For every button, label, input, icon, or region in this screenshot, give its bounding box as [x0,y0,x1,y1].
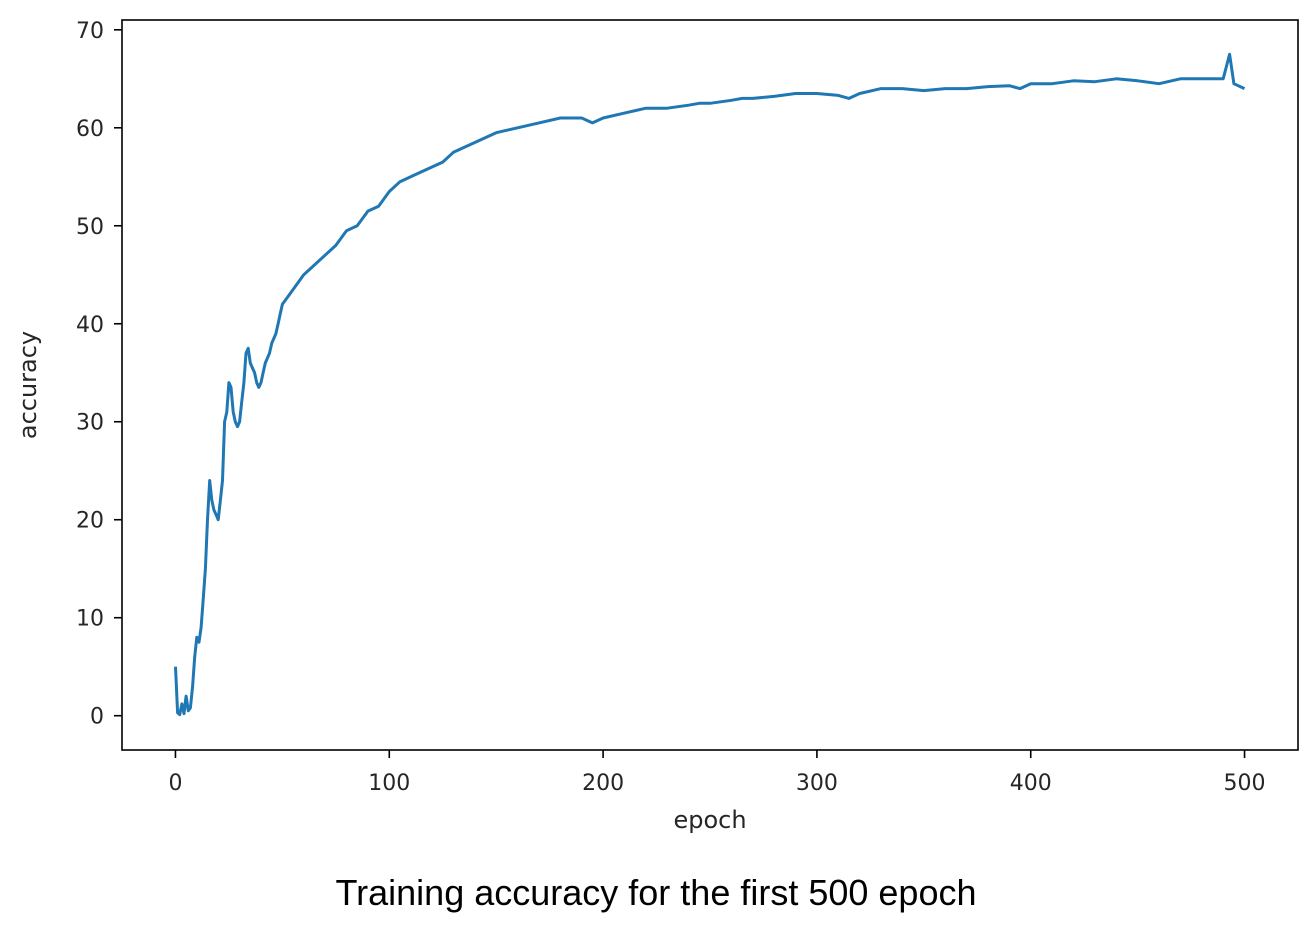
y-tick-label: 40 [76,313,104,338]
x-axis-label: epoch [673,806,746,834]
y-tick-label: 0 [90,705,104,730]
chart-marks [174,52,1246,717]
y-tick-label: 70 [76,19,104,44]
x-tick-label: 0 [168,771,182,796]
accuracy-series-line [174,52,1246,717]
plot-frame [121,19,1299,751]
accuracy-chart: 0 100 200 300 400 500 0 10 20 30 40 50 60 70 epoch a… [14,19,1299,834]
y-axis-label: accuracy [14,331,42,439]
x-tick-label: 200 [582,771,624,796]
x-axis: 0 100 200 300 400 500 [168,750,1266,796]
y-axis: 0 10 20 30 40 50 60 70 [76,19,122,730]
x-tick-label: 500 [1224,771,1266,796]
x-tick-label: 300 [796,771,838,796]
y-tick-label: 60 [76,117,104,142]
figure-caption: Training accuracy for the first 500 epoc… [335,872,977,913]
x-tick-label: 400 [1010,771,1052,796]
y-tick-label: 10 [76,607,104,632]
y-tick-label: 30 [76,411,104,436]
y-tick-label: 50 [76,215,104,240]
y-tick-label: 20 [76,509,104,534]
x-tick-label: 100 [368,771,410,796]
